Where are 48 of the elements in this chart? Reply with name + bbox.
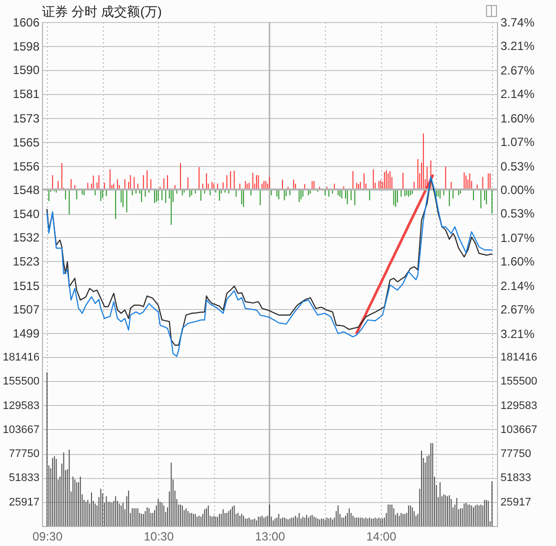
y2-tick-label: 51833: [500, 472, 532, 484]
y-tick-label: 181416: [2, 352, 40, 364]
y-tick-label: 1523: [12, 254, 40, 269]
y-tick-label: 1540: [12, 207, 40, 222]
y-tick-label: 1532: [12, 230, 40, 245]
y2-tick-label: 2.67%: [500, 302, 535, 317]
y2-tick-label: 1.60%: [500, 111, 535, 126]
y-tick-label: 103667: [2, 424, 40, 436]
y2-tick-label: 0.00%: [500, 183, 535, 197]
y2-tick-label: 155500: [500, 376, 538, 388]
y2-tick-label: 1.60%: [500, 254, 535, 269]
y-tick-label: 1581: [12, 87, 40, 102]
y-tick-label: 25917: [8, 496, 40, 508]
y2-tick-label: 2.67%: [500, 63, 535, 78]
y2-tick-label: 0.53%: [500, 159, 535, 174]
y-tick-label: 1556: [12, 159, 40, 174]
y-tick-label: 1548: [12, 183, 40, 197]
y-tick-label: 1565: [12, 135, 40, 150]
y-tick-label: 51833: [8, 472, 40, 484]
y-tick-label: 77750: [8, 448, 40, 460]
y-tick-label: 1499: [12, 326, 40, 340]
y2-tick-label: 103667: [500, 424, 538, 436]
y-tick-label: 1606: [12, 16, 40, 30]
y2-tick-label: 129583: [500, 400, 538, 412]
y-tick-label: 1590: [12, 63, 40, 78]
y2-tick-label: 25917: [500, 496, 532, 508]
y2-tick-label: 3.21%: [500, 39, 535, 54]
y2-tick-label: 1.07%: [500, 135, 535, 150]
x-tick-label: 10:30: [144, 530, 174, 544]
y2-tick-label: 0.53%: [500, 206, 535, 221]
y2-tick-label: 2.14%: [500, 278, 535, 293]
y-tick-label: 129583: [2, 400, 40, 412]
y-tick-label: 155500: [2, 376, 40, 388]
y2-tick-label: 3.21%: [500, 326, 535, 341]
y2-tick-label: 77750: [500, 448, 532, 460]
x-tick-label: 09:30: [32, 530, 63, 544]
y2-tick-label: 2.14%: [500, 87, 535, 102]
y-tick-label: 1507: [12, 302, 40, 316]
y2-tick-label: 1.07%: [500, 230, 535, 245]
y-tick-label: 1598: [12, 40, 40, 54]
y-tick-label: 1573: [12, 111, 40, 126]
y2-tick-label: 3.74%: [500, 16, 535, 30]
y2-tick-label: 181416: [500, 352, 538, 364]
chart-title: 证券 分时 成交额(万): [42, 4, 162, 19]
x-tick-label: 13:00: [254, 530, 286, 544]
y-tick-label: 1515: [12, 278, 40, 293]
line-series: [355, 174, 434, 334]
x-tick-label: 14:00: [366, 530, 397, 544]
